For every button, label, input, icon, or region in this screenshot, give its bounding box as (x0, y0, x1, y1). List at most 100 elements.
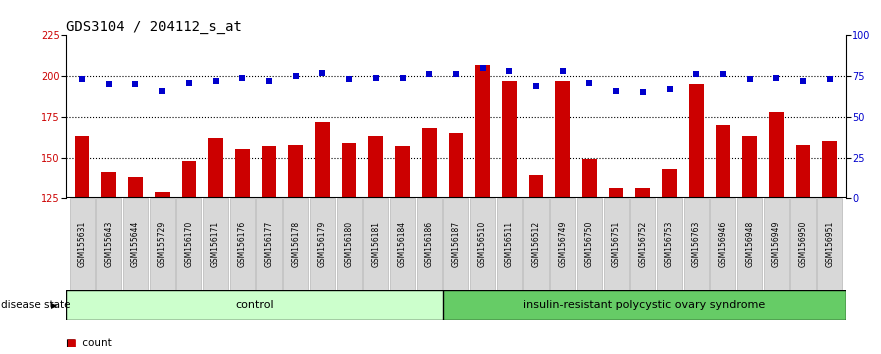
Point (396, 75, 410, 81)
Point (262, 78, 276, 84)
Text: GSM155643: GSM155643 (104, 221, 114, 268)
Bar (96, 198, 122, 290)
Text: GSM156950: GSM156950 (798, 221, 808, 268)
Bar (796, 144, 811, 198)
Point (636, 90, 650, 95)
Text: GSM156511: GSM156511 (505, 221, 514, 267)
Text: GSM156749: GSM156749 (559, 221, 567, 268)
Bar (764, 198, 788, 290)
Text: GSM156176: GSM156176 (238, 221, 247, 267)
Text: GSM156179: GSM156179 (318, 221, 327, 267)
Point (448, 72, 463, 77)
Bar (155, 192, 169, 198)
Text: GDS3104 / 204112_s_at: GDS3104 / 204112_s_at (66, 21, 242, 34)
Bar (417, 198, 441, 290)
Bar (235, 149, 249, 198)
Bar (368, 136, 383, 198)
Bar (256, 198, 282, 290)
Bar (609, 188, 624, 198)
Bar (262, 146, 277, 198)
Bar (203, 198, 228, 290)
Point (369, 75, 383, 81)
Text: GSM156512: GSM156512 (531, 221, 541, 267)
Bar (635, 188, 650, 198)
Bar (657, 198, 682, 290)
Point (556, 68, 570, 74)
Bar (790, 198, 816, 290)
Bar (822, 141, 837, 198)
Bar (715, 125, 730, 198)
Text: GSM156187: GSM156187 (451, 221, 461, 267)
Text: ▶: ▶ (51, 301, 57, 310)
Bar (577, 198, 602, 290)
Bar (70, 198, 94, 290)
Text: GSM156510: GSM156510 (478, 221, 487, 267)
Text: GSM156753: GSM156753 (665, 221, 674, 268)
Bar (630, 198, 655, 290)
Point (422, 72, 436, 77)
Bar (315, 122, 329, 198)
Text: GSM156177: GSM156177 (264, 221, 273, 267)
Bar (582, 159, 596, 198)
Bar (743, 136, 757, 198)
Bar (396, 146, 410, 198)
Bar (288, 144, 303, 198)
Bar (150, 198, 174, 290)
Bar (684, 198, 709, 290)
Point (181, 80, 196, 85)
Bar (737, 198, 762, 290)
Point (235, 75, 249, 81)
Text: GSM156171: GSM156171 (211, 221, 220, 267)
Bar (283, 198, 308, 290)
Text: GSM156763: GSM156763 (692, 221, 700, 268)
Bar (497, 198, 522, 290)
Bar (337, 198, 362, 290)
Text: GSM156951: GSM156951 (825, 221, 834, 267)
Point (101, 81, 115, 87)
Text: GSM155729: GSM155729 (158, 221, 167, 267)
Bar (448, 133, 463, 198)
Text: GSM156948: GSM156948 (745, 221, 754, 267)
Bar (342, 143, 357, 198)
Point (609, 88, 623, 93)
Bar (75, 136, 90, 198)
Bar (769, 112, 784, 198)
Text: GSM155644: GSM155644 (131, 221, 140, 268)
Bar (502, 81, 516, 198)
Point (289, 73, 303, 79)
Text: disease state: disease state (1, 300, 70, 310)
Bar (555, 81, 570, 198)
Point (689, 72, 703, 77)
Text: GSM156181: GSM156181 (371, 221, 381, 267)
Text: GSM155631: GSM155631 (78, 221, 86, 267)
Text: GSM156752: GSM156752 (639, 221, 648, 267)
Point (476, 65, 490, 71)
Point (75, 76, 89, 82)
Point (209, 78, 223, 84)
Text: ■: ■ (66, 338, 76, 348)
Bar (363, 198, 389, 290)
Bar (181, 161, 196, 198)
Bar (230, 198, 255, 290)
Bar (422, 128, 437, 198)
Point (342, 76, 356, 82)
Text: GSM156949: GSM156949 (772, 221, 781, 268)
Bar (123, 198, 148, 290)
Bar (310, 198, 335, 290)
Bar (550, 198, 575, 290)
Bar (176, 198, 202, 290)
Point (716, 72, 730, 77)
Bar (390, 198, 415, 290)
Text: ■  count: ■ count (66, 338, 112, 348)
Bar (523, 198, 549, 290)
Text: insulin-resistant polycystic ovary syndrome: insulin-resistant polycystic ovary syndr… (523, 300, 766, 310)
Bar (66, 290, 442, 320)
Bar (818, 198, 842, 290)
Bar (443, 198, 469, 290)
Point (769, 75, 783, 81)
Bar (208, 138, 223, 198)
Point (796, 78, 811, 84)
Bar (475, 65, 490, 198)
Point (743, 76, 757, 82)
Point (529, 83, 543, 89)
